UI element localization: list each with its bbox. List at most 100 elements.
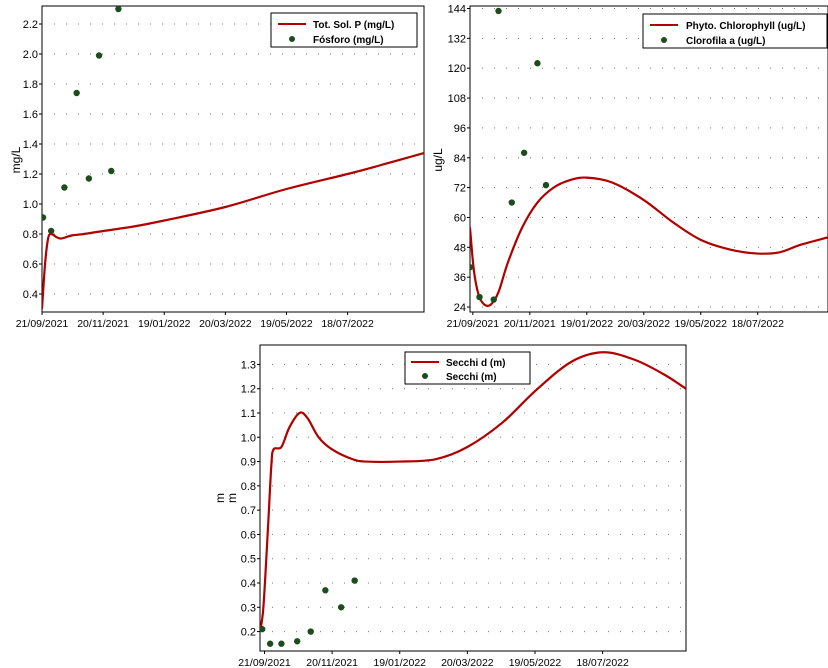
x-tick-label: 21/09/2021 xyxy=(447,318,500,330)
x-tick-label: 18/07/2022 xyxy=(321,318,374,330)
x-tick-labels: 21/09/2021 20/11/2021 19/01/2022 20/03/2022… xyxy=(447,318,785,330)
y-tick-label: 0.8 xyxy=(241,481,256,493)
data-point xyxy=(95,52,103,59)
chart-phosphorus: 0.4 0.6 0.8 1.0 1.2 1.4 1.6 1.8 2.0 2.2 21/09/202… xyxy=(9,5,425,330)
grid xyxy=(257,363,686,654)
legend-dot-swatch xyxy=(661,37,667,43)
x-tick-label: 19/01/2022 xyxy=(373,657,426,668)
plot-frame xyxy=(41,5,425,313)
chart-secchi: 0.2 0.3 0.4 0.5 0.6 0.7 0.8 0.9 1.0 1.1 1.2 1.3 21/… xyxy=(213,344,687,668)
legend-box xyxy=(642,13,828,49)
y-tick-label: 1.1 xyxy=(241,408,256,420)
y-tick-label: 60 xyxy=(454,212,466,224)
x-tick-label: 21/09/2021 xyxy=(16,318,69,330)
data-point xyxy=(61,184,68,191)
data-point xyxy=(322,587,329,594)
data-point xyxy=(534,60,541,67)
y-tick-label: 132 xyxy=(448,33,466,45)
y-tick-label: 0.3 xyxy=(241,602,256,614)
legend-box xyxy=(270,12,418,48)
data-point xyxy=(495,7,502,15)
y-tick-label: 1.0 xyxy=(241,432,256,444)
series-line xyxy=(42,151,424,310)
data-point xyxy=(42,214,47,221)
y-tick-label: 1.8 xyxy=(23,79,38,91)
y-tick-label: 0.6 xyxy=(23,259,38,271)
y-tick-label: 0.8 xyxy=(23,229,38,241)
x-tick-label: 19/05/2022 xyxy=(260,318,313,330)
data-point xyxy=(476,293,483,301)
y-axis-label-2: m xyxy=(225,493,239,503)
y-tick-label: 24 xyxy=(454,302,466,314)
y-tick-label: 96 xyxy=(454,123,466,135)
y-tick-label: 1.6 xyxy=(23,109,38,121)
chart-chlorophyll: 24 36 48 60 72 84 96 108 120 132 144 21/09/2021 20/… xyxy=(431,3,828,330)
data-point xyxy=(337,604,345,611)
x-tick-label: 20/03/2022 xyxy=(199,318,252,330)
x-tick-label: 20/03/2022 xyxy=(617,318,670,330)
data-point xyxy=(542,181,550,189)
data-point xyxy=(470,264,474,271)
y-axis-label: ug/L xyxy=(431,148,445,172)
y-axis-label: m xyxy=(213,493,227,503)
x-tick-label: 19/05/2022 xyxy=(674,318,727,330)
grid xyxy=(467,7,828,315)
y-tick-label: 0.5 xyxy=(241,554,256,566)
y-tick-label: 36 xyxy=(454,272,466,284)
y-tick-label: 0.2 xyxy=(241,627,256,639)
x-tick-labels: 21/09/2021 20/11/2021 19/01/2022 20/03/2022… xyxy=(16,318,374,330)
series-layer xyxy=(470,7,828,308)
data-point xyxy=(266,640,274,647)
data-point xyxy=(260,625,266,633)
data-point xyxy=(47,227,55,235)
y-tick-label: 0.7 xyxy=(241,505,256,517)
data-point xyxy=(351,577,358,584)
x-tick-label: 21/09/2021 xyxy=(238,657,291,668)
legend-label-line: Secchi d (m) xyxy=(446,358,505,369)
x-tick-label: 20/11/2021 xyxy=(77,318,129,330)
y-tick-label: 1.2 xyxy=(241,384,256,396)
legend-label-line: Tot. Sol. P (mg/L) xyxy=(313,20,394,31)
data-point xyxy=(115,6,122,13)
series-layer xyxy=(260,351,686,647)
y-tick-label: 108 xyxy=(448,93,466,105)
legend-label-points: Fósforo (mg/L) xyxy=(313,35,384,46)
y-tick-labels: 0.2 0.3 0.4 0.5 0.6 0.7 0.8 0.9 1.0 1.1 1.2 1.3 xyxy=(241,359,256,638)
y-tick-label: 1.3 xyxy=(241,359,256,371)
plot-frame xyxy=(469,5,828,313)
x-tick-labels: 21/09/2021 20/11/2021 19/01/2022 20/03/2022… xyxy=(238,657,629,668)
data-point xyxy=(307,628,314,635)
x-tick-label: 19/01/2022 xyxy=(561,318,614,330)
legend: Phyto. Chlorophyll (ug/L) Clorofila a (u… xyxy=(642,13,828,49)
legend-label-line: Phyto. Chlorophyll (ug/L) xyxy=(686,21,805,32)
x-tick-label: 20/11/2021 xyxy=(504,318,556,330)
legend-label-points: Secchi (m) xyxy=(446,372,497,383)
y-tick-label: 1.2 xyxy=(23,169,38,181)
y-tick-label: 0.4 xyxy=(23,289,38,301)
y-tick-label: 0.9 xyxy=(241,457,256,469)
y-tick-labels: 24 36 48 60 72 84 96 108 120 132 144 xyxy=(448,3,466,314)
data-point xyxy=(85,175,93,182)
y-tick-label: 84 xyxy=(454,153,466,165)
y-tick-label: 120 xyxy=(448,63,466,75)
legend-dot-swatch xyxy=(289,36,295,42)
data-point xyxy=(293,638,301,645)
y-tick-label: 144 xyxy=(448,3,466,15)
y-tick-label: 2.2 xyxy=(23,19,38,31)
series-line xyxy=(260,351,686,632)
data-point xyxy=(490,296,497,303)
legend: Secchi d (m) Secchi (m) xyxy=(404,351,531,385)
y-tick-label: 72 xyxy=(454,183,466,195)
data-point xyxy=(108,167,115,175)
y-axis-label: mg/L xyxy=(9,146,23,173)
legend-dot-swatch xyxy=(422,373,428,379)
data-point xyxy=(278,640,285,647)
y-tick-label: 1.4 xyxy=(23,139,38,151)
y-tick-label: 0.4 xyxy=(241,578,256,590)
series-line xyxy=(470,176,828,308)
legend: Tot. Sol. P (mg/L) Fósforo (mg/L) xyxy=(270,12,418,48)
legend-label-points: Clorofila a (ug/L) xyxy=(686,36,765,47)
y-tick-labels: 0.4 0.6 0.8 1.0 1.2 1.4 1.6 1.8 2.0 2.2 xyxy=(23,19,38,301)
data-point xyxy=(73,89,80,97)
y-tick-label: 0.6 xyxy=(241,529,256,541)
